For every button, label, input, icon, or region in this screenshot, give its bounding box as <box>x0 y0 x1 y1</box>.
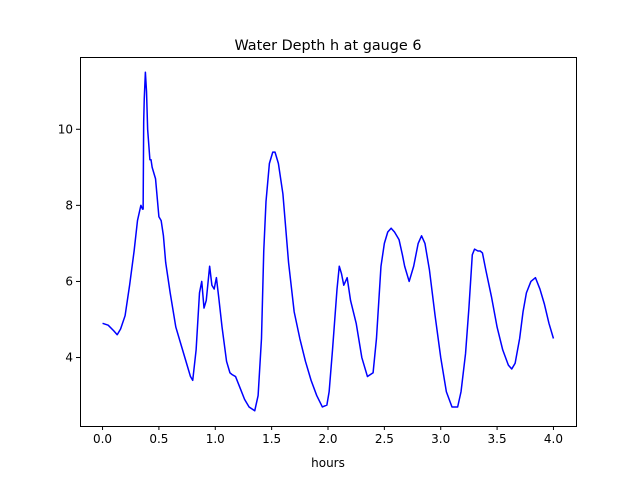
x-tick-label: 2.5 <box>375 432 394 446</box>
y-tick-label: 8 <box>65 198 73 212</box>
y-tick-label: 6 <box>65 274 73 288</box>
x-tick-label: 2.0 <box>318 432 337 446</box>
x-tick-label: 0.5 <box>149 432 168 446</box>
y-axis: 4 6 8 10 <box>58 122 80 365</box>
x-tick-label: 3.0 <box>431 432 450 446</box>
x-tick-label: 0.0 <box>93 432 112 446</box>
y-tick-label: 10 <box>58 122 73 136</box>
x-axis: 0.0 0.5 1.0 1.5 2.0 2.5 3.0 3.5 4.0 <box>93 426 563 446</box>
chart-title: Water Depth h at gauge 6 <box>234 38 421 54</box>
plot-frame <box>80 57 577 427</box>
x-tick-label: 1.0 <box>206 432 225 446</box>
series-line-0 <box>102 71 555 412</box>
x-tick-label: 4.0 <box>544 432 563 446</box>
x-axis-label: hours <box>311 456 345 470</box>
y-tick-label: 4 <box>65 351 73 365</box>
plot-area <box>102 71 555 412</box>
x-tick-label: 1.5 <box>262 432 281 446</box>
x-tick-label: 3.5 <box>488 432 507 446</box>
